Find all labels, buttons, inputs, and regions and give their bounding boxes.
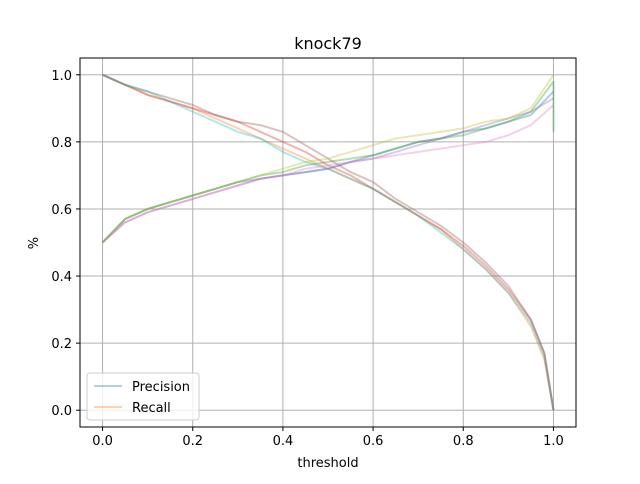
y-tick-label: 0.4 <box>51 270 72 285</box>
y-axis-label: % <box>27 237 42 249</box>
y-tick-label: 0.8 <box>51 136 72 151</box>
x-axis-label: threshold <box>297 456 358 471</box>
y-tick-label: 0.6 <box>51 203 72 218</box>
x-tick-label: 0.0 <box>92 434 113 449</box>
grid <box>80 58 576 427</box>
series-line-8 <box>101 74 555 244</box>
y-tick-label: 0.0 <box>51 404 72 419</box>
series-line-6 <box>101 104 555 244</box>
x-axis-ticks: 0.0 0.2 0.4 0.6 0.8 1.0 <box>92 427 564 449</box>
x-tick-label: 0.8 <box>453 434 474 449</box>
x-tick-label: 1.0 <box>543 434 564 449</box>
y-tick-label: 1.0 <box>51 69 72 84</box>
series-lines <box>101 73 555 411</box>
series-line-2 <box>101 80 555 244</box>
plot-frame <box>79 57 577 428</box>
precision-line <box>101 90 555 244</box>
chart-title: knock79 <box>294 34 362 53</box>
x-tick-label: 0.2 <box>182 434 203 449</box>
x-tick-label: 0.6 <box>363 434 384 449</box>
y-axis-ticks: 0.0 0.2 0.4 0.6 0.8 1.0 <box>51 69 80 419</box>
legend: Precision Recall <box>86 372 200 421</box>
series-line-5 <box>102 73 555 411</box>
series-line-7 <box>102 73 555 411</box>
series-line-4 <box>101 97 555 244</box>
recall-line <box>102 73 555 411</box>
y-tick-label: 0.2 <box>51 337 72 352</box>
series-line-3 <box>102 73 555 411</box>
x-tick-label: 0.4 <box>273 434 294 449</box>
legend-recall-label: Recall <box>132 401 171 416</box>
legend-precision-label: Precision <box>132 380 190 395</box>
legend-box <box>86 372 200 421</box>
